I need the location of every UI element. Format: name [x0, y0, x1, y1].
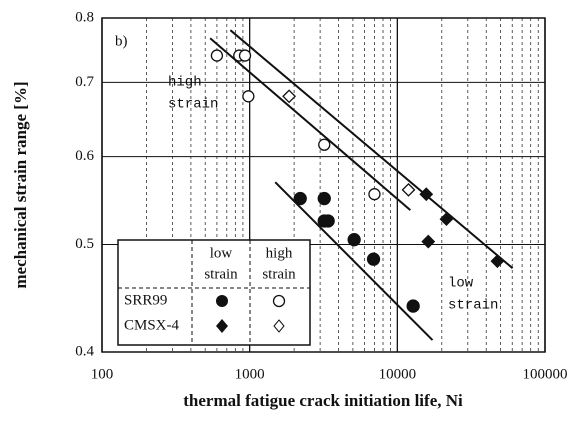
legend-header: strain [204, 266, 238, 282]
annotation: strain [168, 97, 218, 113]
point [317, 191, 331, 206]
legend-header: strain [262, 266, 296, 282]
point [318, 138, 331, 151]
legend-marker [216, 319, 228, 333]
legend-row: SRR99 [124, 292, 167, 308]
point [347, 233, 361, 247]
y-axis-label: mechanical strain range [%] [11, 81, 30, 288]
x-tick-label: 100000 [523, 366, 568, 382]
point [406, 299, 420, 313]
point [282, 89, 297, 104]
point [366, 252, 381, 266]
point [242, 90, 255, 103]
point [210, 49, 224, 62]
annotation: high [168, 75, 202, 91]
y-tick-label: 0.8 [75, 9, 94, 25]
point [368, 188, 381, 201]
y-tick-label: 0.7 [75, 74, 94, 90]
y-tick-label: 0.4 [75, 343, 94, 359]
point [421, 234, 436, 249]
fit-line [274, 181, 434, 341]
y-tick-label: 0.6 [75, 148, 94, 164]
x-axis-label: thermal fatigue crack initiation life, N… [183, 391, 463, 410]
fit-line [209, 37, 411, 211]
legend: low strain high strain SRR99 CMSX-4 [117, 239, 311, 346]
legend-marker [272, 294, 286, 308]
annotation: low [448, 276, 474, 292]
point [238, 49, 252, 62]
x-tick-label: 100 [91, 366, 114, 382]
legend-header: low [210, 245, 233, 261]
legend-row: CMSX-4 [124, 317, 180, 333]
legend-marker [273, 319, 285, 333]
point [401, 182, 416, 197]
fit-line [229, 29, 514, 269]
annotation: strain [448, 298, 498, 314]
point [439, 212, 454, 227]
legend-marker [216, 295, 228, 307]
point [293, 191, 307, 206]
point [419, 187, 434, 202]
point [490, 254, 505, 269]
x-tick-label: 1000 [235, 366, 265, 382]
y-tick-label: 0.5 [75, 236, 94, 252]
panel-label: b) [115, 33, 128, 49]
x-tick-label: 10000 [379, 366, 417, 382]
legend-header: high [266, 245, 293, 261]
point [321, 214, 335, 228]
plot-frame [101, 17, 546, 353]
